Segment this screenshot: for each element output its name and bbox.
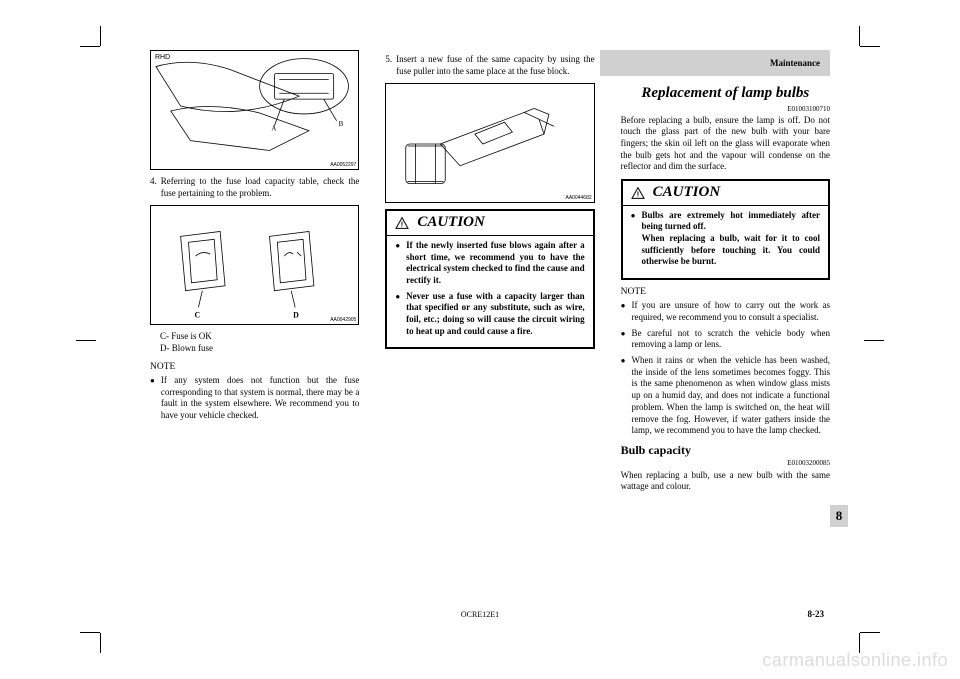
- fuse-states-illustration: C D: [151, 206, 358, 324]
- note-text: When it rains or when the vehicle has be…: [632, 355, 830, 437]
- caution-box: ! CAUTION ● Bulbs are extremely hot imme…: [621, 179, 830, 280]
- step-number: 4.: [150, 176, 157, 199]
- caution-line-2: When replacing a bulb, wait for it to co…: [642, 233, 820, 266]
- fig-tag: RHD: [155, 53, 170, 62]
- crop-mark: [76, 340, 96, 341]
- crop-mark: [80, 632, 100, 633]
- caution-line-1: Bulbs are extremely hot immediately afte…: [642, 210, 820, 232]
- ecode: E01003100710: [621, 105, 830, 114]
- note-text: Be careful not to scratch the vehicle bo…: [632, 328, 830, 351]
- caution-word: CAUTION: [417, 213, 485, 233]
- fusebox-illustration: A B: [151, 51, 358, 169]
- svg-text:!: !: [636, 189, 638, 198]
- step-5: 5. Insert a new fuse of the same capacit…: [385, 54, 594, 77]
- fuse-puller-illustration: [386, 84, 593, 202]
- caution-item: ● Never use a fuse with a capacity large…: [395, 291, 584, 338]
- bullet-icon: ●: [395, 240, 400, 287]
- bullet-icon: ●: [150, 375, 155, 422]
- callout-c: C: [194, 311, 200, 320]
- ecode: E01003200085: [621, 459, 830, 468]
- section-title: Replacement of lamp bulbs: [621, 84, 830, 104]
- caution-text: If the newly inserted fuse blows again a…: [406, 240, 584, 287]
- figure-fusebox-rhd: RHD A B AA0052297: [150, 50, 359, 170]
- crop-mark: [859, 26, 860, 46]
- legend-c: C- Fuse is OK: [160, 331, 359, 343]
- warning-triangle-icon: !: [631, 187, 645, 199]
- crop-mark: [860, 46, 880, 47]
- page-number: 8-23: [808, 609, 825, 619]
- caution-word: CAUTION: [653, 183, 721, 203]
- legend-d: D- Blown fuse: [160, 343, 359, 355]
- figure-code: AA0052297: [330, 162, 356, 169]
- bullet-icon: ●: [395, 291, 400, 338]
- watermark: carmanualsonline.info: [762, 650, 948, 671]
- caution-body: ● Bulbs are extremely hot immediately af…: [623, 206, 828, 278]
- callout-b: B: [339, 121, 344, 128]
- note-text: If any system does not function but the …: [161, 375, 359, 422]
- column-1: RHD A B AA0052297: [150, 50, 359, 610]
- note-item: ● If you are unsure of how to carry out …: [621, 300, 830, 323]
- bullet-icon: ●: [621, 355, 626, 437]
- note-item: ● Be careful not to scratch the vehicle …: [621, 328, 830, 351]
- step-4: 4. Referring to the fuse load capacity t…: [150, 176, 359, 199]
- caution-text: Never use a fuse with a capacity larger …: [406, 291, 584, 338]
- caution-item: ● Bulbs are extremely hot immediately af…: [631, 210, 820, 268]
- content-columns: RHD A B AA0052297: [150, 50, 830, 610]
- bullet-icon: ●: [621, 328, 626, 351]
- crop-mark: [100, 633, 101, 653]
- crop-mark: [80, 46, 100, 47]
- subsection-title: Bulb capacity: [621, 443, 830, 459]
- note-heading: NOTE: [150, 361, 359, 373]
- figure-fuse-puller: AA0044682: [385, 83, 594, 203]
- bullet-icon: ●: [621, 300, 626, 323]
- caution-box: ! CAUTION ● If the newly inserted fuse b…: [385, 209, 594, 349]
- column-2: 5. Insert a new fuse of the same capacit…: [385, 50, 594, 610]
- crop-mark: [860, 632, 880, 633]
- crop-mark: [864, 340, 884, 341]
- bullet-icon: ●: [631, 210, 636, 268]
- callout-d: D: [293, 311, 299, 320]
- svg-text:!: !: [401, 220, 403, 229]
- figure-code: AA0042905: [330, 317, 356, 324]
- caution-item: ● If the newly inserted fuse blows again…: [395, 240, 584, 287]
- figure-legend: C- Fuse is OK D- Blown fuse: [160, 331, 359, 354]
- intro-paragraph: Before replacing a bulb, ensure the lamp…: [621, 115, 830, 173]
- step-text: Referring to the fuse load capacity tabl…: [161, 176, 360, 199]
- note-item: ● When it rains or when the vehicle has …: [621, 355, 830, 437]
- step-number: 5.: [385, 54, 392, 77]
- figure-fuse-states: C D AA0042905: [150, 205, 359, 325]
- note-text: If you are unsure of how to carry out th…: [632, 300, 830, 323]
- caution-header: ! CAUTION: [387, 211, 592, 236]
- crop-mark: [100, 26, 101, 46]
- note-item: ● If any system does not function but th…: [150, 375, 359, 422]
- callout-a: A: [271, 126, 276, 133]
- caution-header: ! CAUTION: [623, 181, 828, 206]
- manual-page: Maintenance RHD A: [0, 0, 960, 679]
- subsection-paragraph: When replacing a bulb, use a new bulb wi…: [621, 470, 830, 493]
- caution-text: Bulbs are extremely hot immediately afte…: [642, 210, 820, 268]
- note-heading: NOTE: [621, 286, 830, 298]
- caution-body: ● If the newly inserted fuse blows again…: [387, 236, 592, 348]
- document-code: OCRE12E1: [461, 610, 499, 619]
- figure-code: AA0044682: [566, 195, 592, 202]
- chapter-side-tab: 8: [830, 505, 848, 527]
- warning-triangle-icon: !: [395, 217, 409, 229]
- column-3: Replacement of lamp bulbs E01003100710 B…: [621, 50, 830, 610]
- step-text: Insert a new fuse of the same capacity b…: [396, 54, 595, 77]
